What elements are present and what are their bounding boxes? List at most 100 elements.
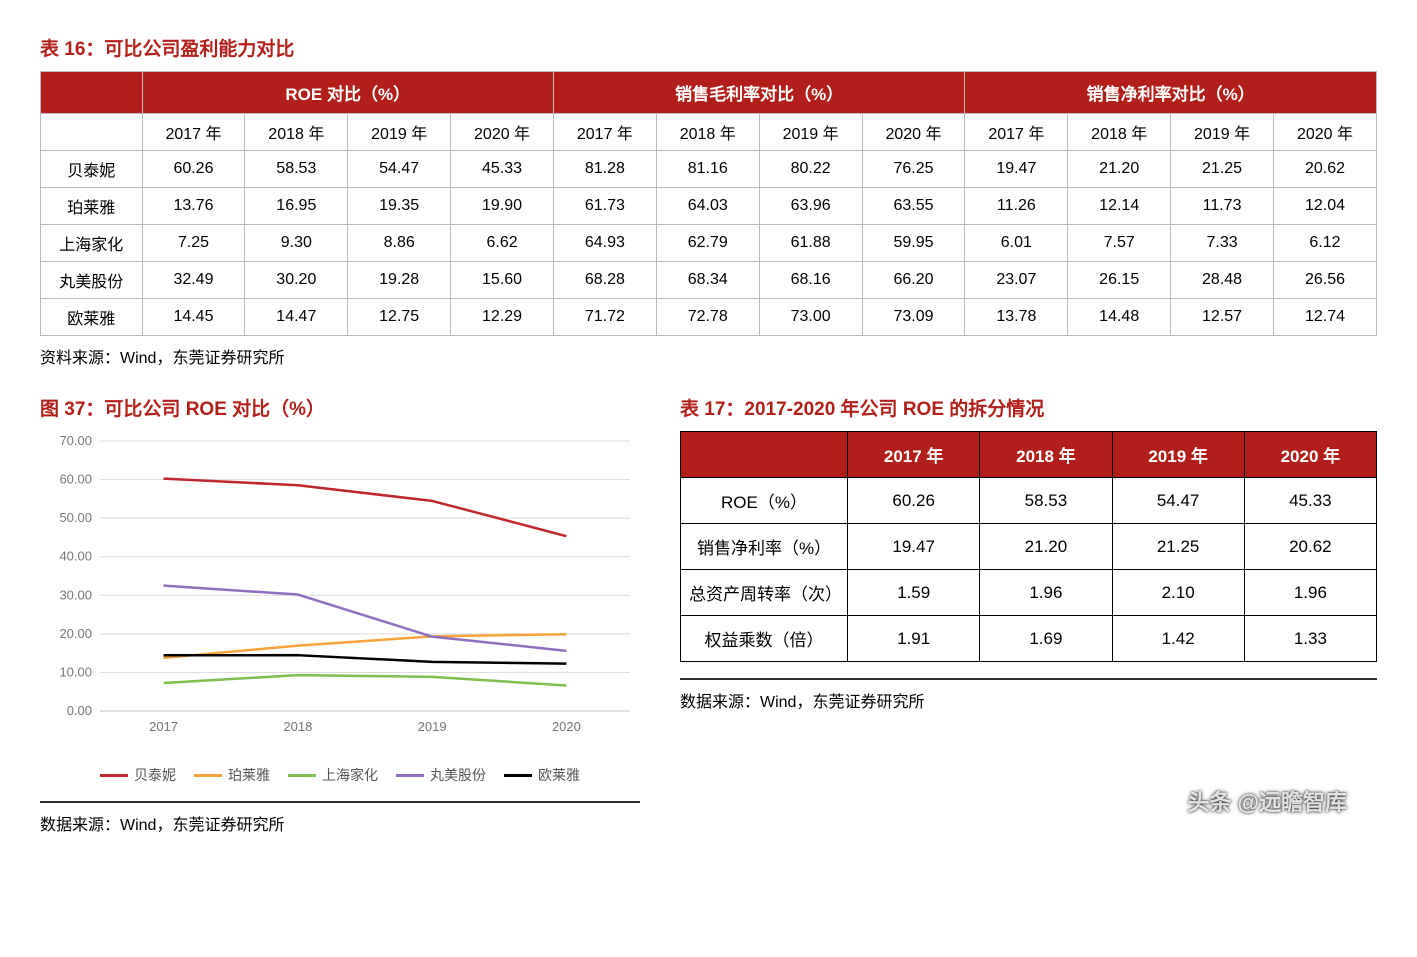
table16-cell: 68.34: [656, 262, 759, 299]
table17-cell: 21.20: [980, 524, 1112, 570]
table16-cell: 68.28: [553, 262, 656, 299]
table16-year: 2020 年: [862, 114, 965, 151]
legend-item: 上海家化: [288, 765, 378, 785]
table17-corner: [681, 432, 848, 478]
table16-cell: 23.07: [965, 262, 1068, 299]
table16-row-label: 上海家化: [41, 225, 143, 262]
table16-cell: 81.28: [553, 151, 656, 188]
table16-cell: 7.57: [1068, 225, 1171, 262]
table16-cell: 19.47: [965, 151, 1068, 188]
table16-cell: 30.20: [245, 262, 348, 299]
table17-row-label: 总资产周转率（次）: [681, 570, 848, 616]
svg-text:50.00: 50.00: [59, 510, 92, 525]
chart37-svg: 0.0010.0020.0030.0040.0050.0060.0070.002…: [40, 431, 640, 761]
table16-cell: 21.25: [1171, 151, 1274, 188]
table16-cell: 9.30: [245, 225, 348, 262]
chart37-title: 图 37：可比公司 ROE 对比（%）: [40, 394, 640, 421]
legend-item: 丸美股份: [396, 765, 486, 785]
table16-row-label: 欧莱雅: [41, 299, 143, 336]
table17-cell: 21.25: [1112, 524, 1244, 570]
table16-header-groups: ROE 对比（%） 销售毛利率对比（%） 销售净利率对比（%）: [41, 72, 1377, 114]
table17-year: 2019 年: [1112, 432, 1244, 478]
svg-text:0.00: 0.00: [67, 703, 92, 718]
legend-swatch: [504, 774, 532, 777]
table16-year: 2017 年: [142, 114, 245, 151]
table16-cell: 6.12: [1273, 225, 1376, 262]
table16-cell: 16.95: [245, 188, 348, 225]
table16-group-0: ROE 对比（%）: [142, 72, 553, 114]
table-row: 上海家化7.259.308.866.6264.9362.7961.8859.95…: [41, 225, 1377, 262]
table17-cell: 1.96: [1244, 570, 1376, 616]
table-row: 欧莱雅14.4514.4712.7512.2971.7272.7873.0073…: [41, 299, 1377, 336]
table16-cell: 59.95: [862, 225, 965, 262]
table16: ROE 对比（%） 销售毛利率对比（%） 销售净利率对比（%） 2017 年 20…: [40, 71, 1377, 336]
table-row: 权益乘数（倍）1.911.691.421.33: [681, 616, 1377, 662]
table16-year: 2018 年: [656, 114, 759, 151]
table16-cell: 14.48: [1068, 299, 1171, 336]
table16-cell: 14.47: [245, 299, 348, 336]
table17-year: 2017 年: [848, 432, 980, 478]
table16-cell: 71.72: [553, 299, 656, 336]
table17-row-label: ROE（%）: [681, 478, 848, 524]
table16-year: 2019 年: [1171, 114, 1274, 151]
table16-corner: [41, 72, 143, 114]
table16-cell: 12.75: [348, 299, 451, 336]
table-row: 贝泰妮60.2658.5354.4745.3381.2881.1680.2276…: [41, 151, 1377, 188]
table17-cell: 54.47: [1112, 478, 1244, 524]
table17-cell: 19.47: [848, 524, 980, 570]
table16-cell: 12.14: [1068, 188, 1171, 225]
table16-cell: 20.62: [1273, 151, 1376, 188]
chart37-legend: 贝泰妮 珀莱雅上海家化丸美股份欧莱雅: [40, 765, 640, 785]
table16-cell: 58.53: [245, 151, 348, 188]
legend-swatch: [194, 774, 222, 777]
legend-item: 贝泰妮: [100, 765, 176, 785]
legend-label: 贝泰妮: [134, 765, 176, 785]
table16-cell: 63.55: [862, 188, 965, 225]
table16-cell: 72.78: [656, 299, 759, 336]
table16-cell: 63.96: [759, 188, 862, 225]
table-row: 销售净利率（%）19.4721.2021.2520.62: [681, 524, 1377, 570]
table16-cell: 6.62: [451, 225, 554, 262]
legend-label: 珀莱雅: [228, 765, 270, 785]
svg-text:2020: 2020: [552, 719, 581, 734]
table17-header: 2017 年2018 年2019 年2020 年: [681, 432, 1377, 478]
table16-cell: 12.29: [451, 299, 554, 336]
table16-group-1: 销售毛利率对比（%）: [553, 72, 964, 114]
table16-group-2: 销售净利率对比（%）: [965, 72, 1377, 114]
table17-title: 表 17：2017-2020 年公司 ROE 的拆分情况: [680, 394, 1377, 421]
table16-cell: 28.48: [1171, 262, 1274, 299]
svg-text:20.00: 20.00: [59, 626, 92, 641]
table17-cell: 1.91: [848, 616, 980, 662]
legend-item: 欧莱雅: [504, 765, 580, 785]
table16-row-label: 丸美股份: [41, 262, 143, 299]
table16-source: 资料来源：Wind，东莞证券研究所: [40, 344, 1377, 368]
table17-cell: 60.26: [848, 478, 980, 524]
table17-cell: 58.53: [980, 478, 1112, 524]
table16-cell: 73.09: [862, 299, 965, 336]
table16-cell: 11.73: [1171, 188, 1274, 225]
svg-text:10.00: 10.00: [59, 664, 92, 679]
table16-cell: 62.79: [656, 225, 759, 262]
table-row: ROE（%）60.2658.5354.4745.33: [681, 478, 1377, 524]
table16-year-blank: [41, 114, 143, 151]
table17-cell: 1.59: [848, 570, 980, 616]
table17-cell: 1.69: [980, 616, 1112, 662]
table16-title: 表 16：可比公司盈利能力对比: [40, 34, 1377, 61]
table17-row-label: 销售净利率（%）: [681, 524, 848, 570]
table17-source: 数据来源：Wind，东莞证券研究所: [680, 688, 1377, 712]
svg-text:2018: 2018: [283, 719, 312, 734]
table16-cell: 54.47: [348, 151, 451, 188]
table16-cell: 64.93: [553, 225, 656, 262]
table16-row-label: 贝泰妮: [41, 151, 143, 188]
table-row: 珀莱雅13.7616.9519.3519.9061.7364.0363.9663…: [41, 188, 1377, 225]
table16-year: 2019 年: [348, 114, 451, 151]
table16-cell: 60.26: [142, 151, 245, 188]
table16-cell: 7.25: [142, 225, 245, 262]
table17-divider: [680, 678, 1377, 680]
table16-cell: 80.22: [759, 151, 862, 188]
table17-row-label: 权益乘数（倍）: [681, 616, 848, 662]
table17-year: 2018 年: [980, 432, 1112, 478]
table16-cell: 66.20: [862, 262, 965, 299]
table16-cell: 11.26: [965, 188, 1068, 225]
table16-year: 2020 年: [1273, 114, 1376, 151]
